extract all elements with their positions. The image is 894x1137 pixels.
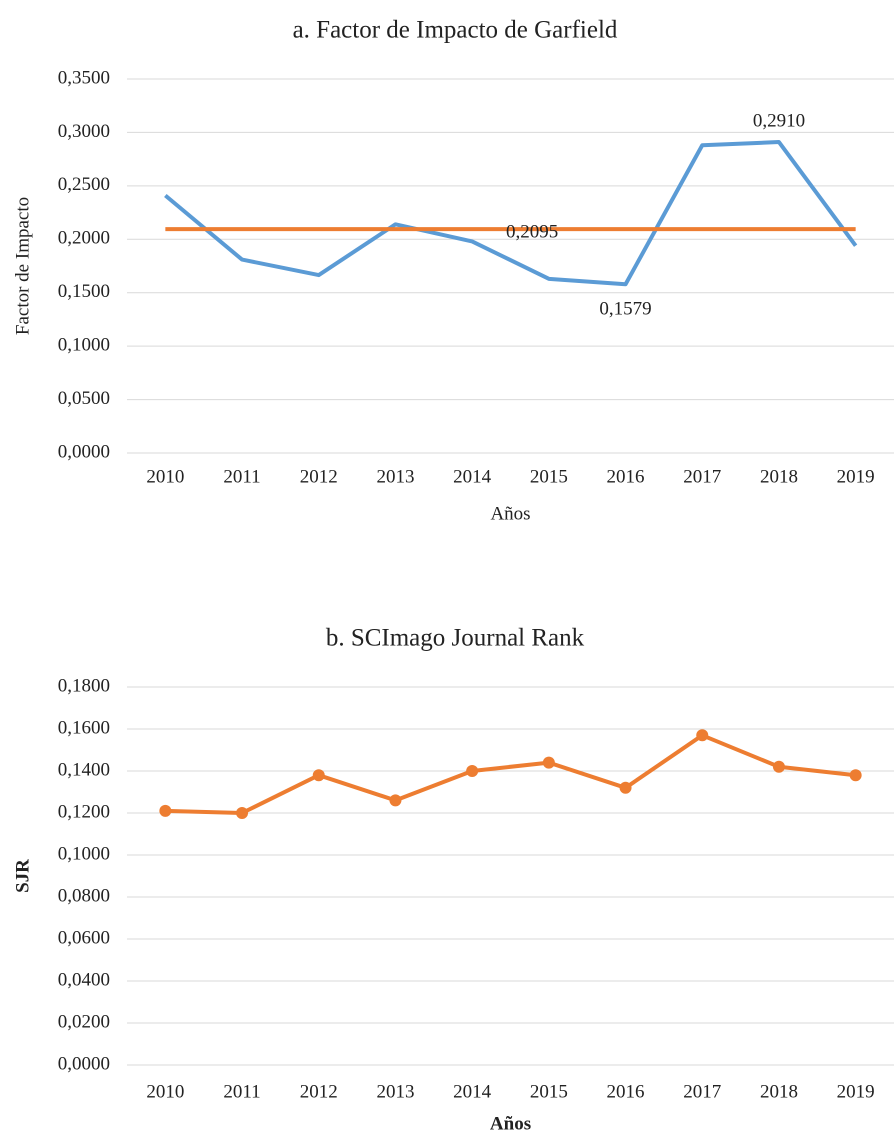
x-tick-label: 2017	[683, 1081, 721, 1102]
x-tick-label: 2019	[837, 1081, 875, 1102]
y-tick-label: 0,0500	[58, 388, 110, 409]
marker	[312, 769, 325, 782]
marker	[236, 807, 249, 819]
y-tick-label: 0,1200	[58, 801, 110, 822]
x-tick-label: 2018	[760, 1081, 798, 1102]
x-tick-label: 2014	[453, 466, 492, 487]
marker	[542, 756, 555, 769]
chart-title: a. Factor de Impacto de Garfield	[293, 17, 618, 44]
x-tick-label: 2012	[300, 466, 338, 487]
y-tick-label: 0,2500	[58, 174, 110, 195]
marker	[772, 760, 785, 773]
y-tick-label: 0,3000	[58, 121, 110, 142]
series-line	[164, 140, 858, 287]
x-tick-label: 2017	[683, 466, 721, 487]
marker	[159, 804, 172, 817]
series-line	[165, 733, 856, 815]
x-tick-label: 2015	[530, 1081, 568, 1102]
x-tick-label: 2012	[300, 1081, 338, 1102]
y-tick-label: 0,3500	[58, 67, 110, 88]
x-tick-label: 2018	[760, 466, 798, 487]
y-axis-title: SJR	[12, 859, 33, 893]
x-axis-title: Años	[490, 1113, 531, 1134]
y-tick-label: 0,0600	[58, 927, 110, 948]
x-tick-label: 2010	[146, 466, 184, 487]
y-tick-label: 0,1800	[58, 675, 110, 696]
y-tick-label: 0,1400	[58, 759, 110, 780]
y-tick-label: 0,1000	[58, 843, 110, 864]
x-tick-label: 2016	[607, 466, 645, 487]
y-tick-label: 0,1000	[58, 335, 110, 356]
x-axis-title: Años	[490, 503, 530, 524]
marker	[696, 729, 709, 742]
x-tick-label: 2011	[223, 466, 260, 487]
x-tick-label: 2013	[376, 1081, 414, 1102]
data-label: 0,2910	[753, 110, 805, 131]
y-tick-label: 0,1600	[58, 717, 110, 738]
data-label: 0,2095	[506, 221, 558, 242]
y-tick-label: 0,0000	[58, 441, 110, 462]
y-tick-label: 0,0800	[58, 885, 110, 906]
y-axis-title: Factor de Impacto	[12, 197, 33, 335]
y-tick-label: 0,0200	[58, 1011, 110, 1032]
chart-title: b. SCImago Journal Rank	[326, 625, 585, 652]
x-tick-label: 2010	[146, 1081, 184, 1102]
y-tick-label: 0,1500	[58, 281, 110, 302]
marker	[619, 781, 632, 794]
data-label: 0,1579	[599, 299, 651, 320]
x-tick-label: 2013	[376, 466, 414, 487]
x-tick-label: 2014	[453, 1081, 492, 1102]
x-tick-label: 2015	[530, 466, 568, 487]
y-tick-label: 0,0000	[58, 1053, 110, 1074]
x-tick-label: 2016	[607, 1081, 645, 1102]
y-tick-label: 0,0400	[58, 969, 110, 990]
x-tick-label: 2011	[223, 1081, 260, 1102]
y-tick-label: 0,2000	[58, 228, 110, 249]
x-tick-label: 2019	[837, 466, 875, 487]
marker	[849, 769, 862, 782]
marker	[389, 794, 402, 807]
marker	[466, 765, 479, 777]
